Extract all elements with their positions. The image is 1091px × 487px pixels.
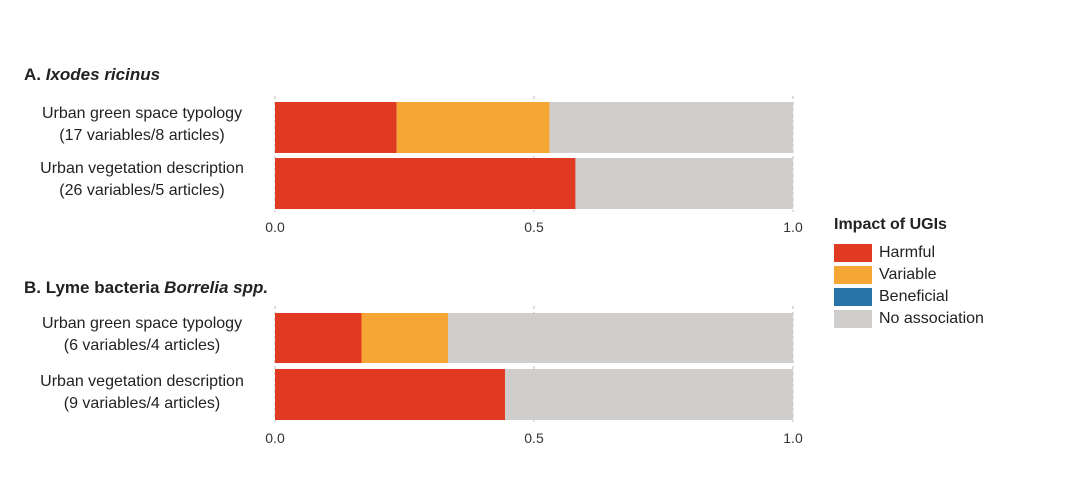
- legend-label: Beneficial: [879, 288, 949, 305]
- bar-segment-harmful: [275, 369, 505, 420]
- legend-label: Variable: [879, 266, 937, 283]
- legend-label: No association: [879, 310, 984, 327]
- legend-items: Harmful Variable Beneficial No association: [834, 242, 984, 330]
- bar-segment-no-association: [575, 158, 793, 209]
- legend-title: Impact of UGIs: [834, 216, 947, 233]
- bar-segment-harmful: [275, 102, 397, 153]
- bar-segment-no-association: [504, 369, 793, 420]
- panel-a-category-label-1: Urban green space typology (17 variables…: [18, 103, 266, 147]
- bar-segment-harmful: [275, 313, 362, 363]
- legend-swatch: [834, 266, 872, 284]
- category-count: (9 variables/4 articles): [63, 395, 221, 412]
- bar-segment-variable: [361, 313, 449, 363]
- category-count: (26 variables/5 articles): [59, 182, 225, 199]
- bar-segment-harmful: [275, 158, 576, 209]
- panel-a-category-label-2: Urban vegetation description (26 variabl…: [18, 158, 266, 202]
- legend-item: Beneficial: [834, 286, 984, 308]
- bar-segment-variable: [396, 102, 550, 153]
- panel-b-prefix: B. Lyme bacteria: [24, 278, 160, 297]
- x-tick-label: 0.0: [265, 219, 285, 235]
- x-tick-label: 0.5: [524, 430, 544, 446]
- panel-a-title: A. Ixodes ricinus: [24, 65, 160, 85]
- panel-a-species: Ixodes ricinus: [45, 65, 161, 84]
- category-count: (17 variables/8 articles): [59, 127, 225, 144]
- legend-label: Harmful: [879, 244, 936, 261]
- legend-swatch: [834, 244, 872, 262]
- bar-segment-no-association: [448, 313, 793, 363]
- legend-item: No association: [834, 308, 984, 330]
- legend-swatch: [834, 288, 872, 306]
- category-name: Urban vegetation description: [40, 373, 244, 390]
- category-name: Urban vegetation description: [40, 160, 244, 177]
- panel-b-category-label-2: Urban vegetation description (9 variable…: [18, 371, 266, 415]
- x-tick-label: 0.0: [265, 430, 285, 446]
- panel-a-prefix: A.: [24, 65, 41, 84]
- x-tick-label: 1.0: [783, 219, 803, 235]
- legend-item: Variable: [834, 264, 984, 286]
- category-name: Urban green space typology: [41, 105, 243, 122]
- x-tick-label: 0.5: [524, 219, 544, 235]
- panel-b-species: Borrelia spp.: [164, 278, 269, 297]
- category-count: (6 variables/4 articles): [63, 337, 221, 354]
- panel-b-category-label-1: Urban green space typology (6 variables/…: [18, 313, 266, 357]
- panel-b-title: B. Lyme bacteria Borrelia spp.: [24, 278, 268, 298]
- legend-swatch: [834, 310, 872, 328]
- legend: Impact of UGIs Harmful Variable Beneficial…: [834, 216, 984, 330]
- legend-item: Harmful: [834, 242, 984, 264]
- category-name: Urban green space typology: [41, 315, 243, 332]
- x-tick-label: 1.0: [783, 430, 803, 446]
- bar-segment-no-association: [549, 102, 793, 153]
